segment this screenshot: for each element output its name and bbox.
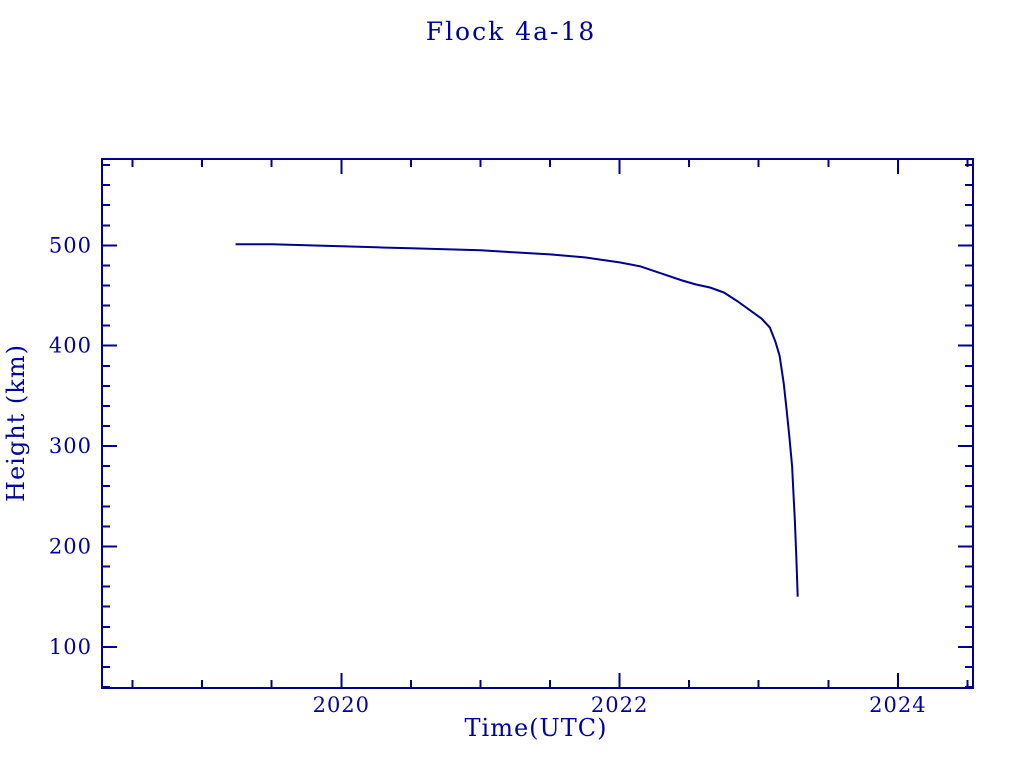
x-tick-label: 2024 [869, 693, 926, 717]
x-tick-label: 2022 [591, 693, 648, 717]
y-tick-label: 500 [49, 233, 92, 257]
height-curve [235, 243, 799, 597]
x-tick-label: 2020 [313, 693, 370, 717]
plot-frame [101, 158, 974, 689]
x-axis-label: Time(UTC) [464, 714, 608, 742]
y-tick-label: 100 [49, 635, 92, 659]
chart-title: Flock 4a-18 [425, 17, 597, 46]
y-tick-label: 300 [49, 434, 92, 458]
y-tick-label: 400 [49, 334, 92, 358]
y-tick-label: 200 [49, 534, 92, 558]
